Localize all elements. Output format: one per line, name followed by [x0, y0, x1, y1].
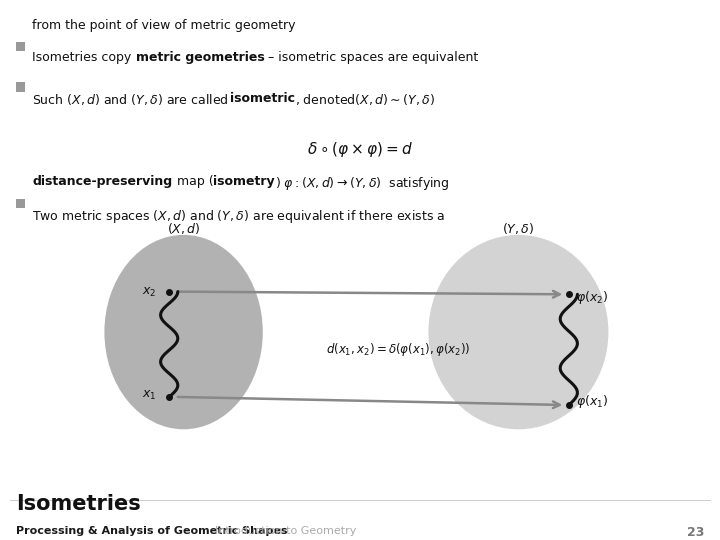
Text: metric geometries: metric geometries — [135, 51, 264, 64]
Text: Introduction to Geometry: Introduction to Geometry — [215, 526, 356, 537]
Text: Processing & Analysis of Geometric Shapes: Processing & Analysis of Geometric Shape… — [16, 526, 287, 537]
FancyBboxPatch shape — [16, 199, 25, 208]
Text: $d(x_1,x_2)=\delta(\varphi(x_1),\varphi(x_2))$: $d(x_1,x_2)=\delta(\varphi(x_1),\varphi(… — [325, 341, 470, 358]
Text: from the point of view of metric geometry: from the point of view of metric geometr… — [32, 19, 296, 32]
Text: Two metric spaces $(X,d)$ and $(Y,\delta)$ are equivalent if there exists a: Two metric spaces $(X,d)$ and $(Y,\delta… — [32, 208, 446, 225]
Text: isometry: isometry — [213, 176, 275, 188]
Text: distance-preserving: distance-preserving — [32, 176, 173, 188]
Text: $\delta\circ(\varphi\times\varphi)=d$: $\delta\circ(\varphi\times\varphi)=d$ — [307, 140, 413, 159]
Ellipse shape — [104, 235, 263, 429]
Text: 23: 23 — [687, 526, 704, 539]
Text: $(X,d)$: $(X,d)$ — [167, 221, 200, 237]
Text: $x_2$: $x_2$ — [142, 286, 156, 299]
Text: , denoted$(X,d)\sim(Y,\delta)$: , denoted$(X,d)\sim(Y,\delta)$ — [295, 92, 435, 107]
FancyBboxPatch shape — [16, 42, 25, 51]
Text: ) $\varphi:(X,d)\to(Y,\delta)$  satisfying: ) $\varphi:(X,d)\to(Y,\delta)$ satisfyin… — [275, 176, 449, 192]
FancyBboxPatch shape — [16, 83, 25, 92]
Text: $x_1$: $x_1$ — [142, 389, 156, 402]
Text: $\varphi(x_1)$: $\varphi(x_1)$ — [576, 394, 608, 410]
Ellipse shape — [428, 235, 608, 429]
Text: isometric: isometric — [230, 92, 295, 105]
Text: $\varphi(x_2)$: $\varphi(x_2)$ — [576, 289, 608, 306]
Text: Such $(X,d)$ and $(Y,\delta)$ are called: Such $(X,d)$ and $(Y,\delta)$ are called — [32, 92, 230, 107]
Text: Isometries: Isometries — [16, 494, 140, 514]
Text: $(Y,\delta)$: $(Y,\delta)$ — [503, 221, 534, 237]
Text: map (: map ( — [173, 176, 213, 188]
Text: – isometric spaces are equivalent: – isometric spaces are equivalent — [264, 51, 479, 64]
Text: Isometries copy: Isometries copy — [32, 51, 135, 64]
